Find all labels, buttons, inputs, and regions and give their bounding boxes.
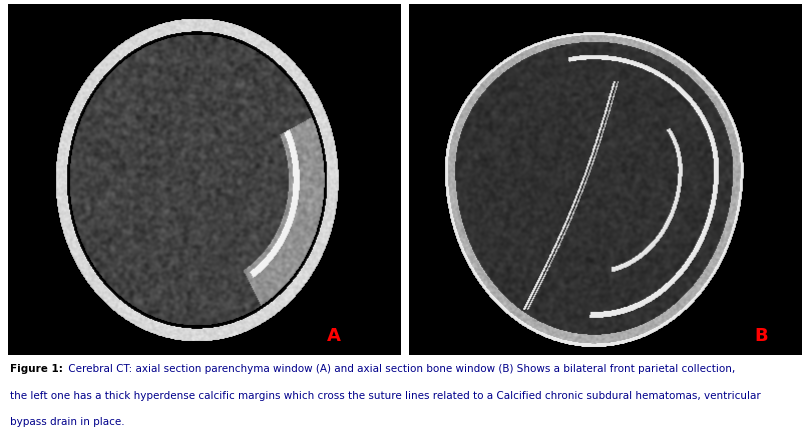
Text: Cerebral CT: axial section parenchyma window (A) and axial section bone window (: Cerebral CT: axial section parenchyma wi…	[65, 364, 735, 374]
Text: the left one has a thick hyperdense calcific margins which cross the suture line: the left one has a thick hyperdense calc…	[10, 391, 760, 401]
Text: B: B	[755, 327, 769, 345]
Text: Figure 1:: Figure 1:	[10, 364, 62, 374]
Text: bypass drain in place.: bypass drain in place.	[10, 417, 125, 428]
Text: A: A	[327, 327, 341, 345]
